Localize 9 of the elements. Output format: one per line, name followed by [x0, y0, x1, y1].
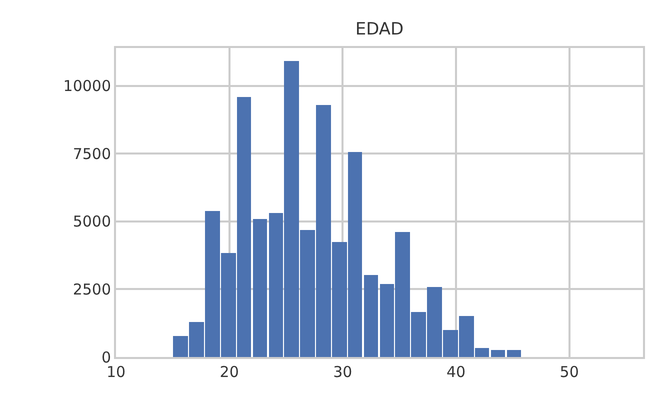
y-tick-label: 7500 — [72, 144, 111, 163]
x-tick-label: 40 — [446, 363, 466, 381]
y-tick-label: 10000 — [63, 77, 111, 96]
y-tick-label: 5000 — [72, 212, 111, 231]
x-tick-label: 50 — [560, 363, 579, 381]
chart-title: EDAD — [355, 20, 404, 40]
x-tick-label: 20 — [220, 363, 239, 381]
y-tick-label: 2500 — [72, 280, 111, 298]
x-tick-label: 30 — [333, 363, 352, 381]
